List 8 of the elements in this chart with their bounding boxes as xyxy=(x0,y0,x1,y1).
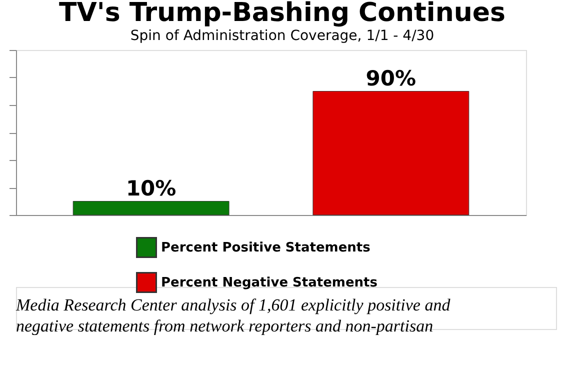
text: negative statements from network reporters and non-partisan xyxy=(16,316,434,336)
chart-subtitle: Spin of Administration Coverage, 1/1 - 4/30 xyxy=(130,28,434,44)
legend-label: Percent Positive Statements xyxy=(161,240,371,256)
data-label: 90% xyxy=(366,66,416,90)
chart-title: TV's Trump-Bashing Continues xyxy=(59,0,506,28)
legend-label: Percent Negative Statements xyxy=(161,276,378,290)
data-label: 10% xyxy=(126,176,176,200)
text: Media Research Center analysis of 1,601 explicitly positive and xyxy=(15,296,451,314)
